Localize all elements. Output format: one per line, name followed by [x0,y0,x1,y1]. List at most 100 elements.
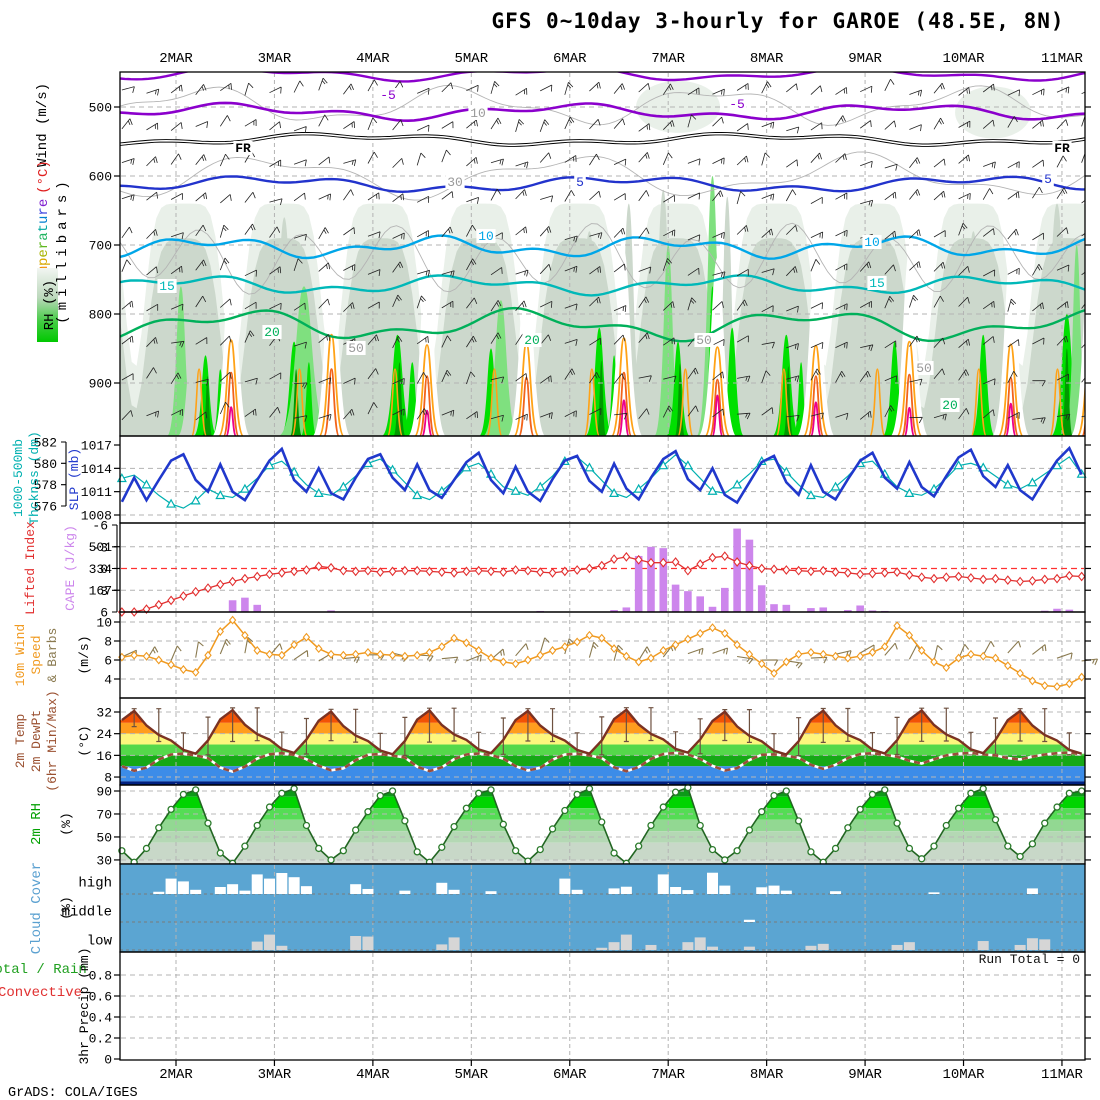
wind-barb [712,647,729,655]
rh-marker [155,824,163,832]
minmax-whisker [796,717,802,757]
wind-speed-marker [671,640,680,650]
wind-barb [466,224,477,237]
wind-barb [638,296,650,308]
wind-barb [1056,373,1069,381]
wind-barb [1032,232,1044,241]
wind-barb [170,303,184,311]
li-marker [868,568,877,579]
wind-barb [1056,86,1070,94]
wind-barb [293,159,307,167]
tick-label: 20 [524,333,540,348]
tick-label: FR [1054,141,1070,156]
cloud-bar [780,890,792,894]
thickness-marker [707,485,718,495]
wind-barb [613,334,626,345]
temp-contour-25b [486,368,503,436]
wind-barb [219,224,229,238]
wind-barb [515,189,527,200]
tick-label: 8 [104,771,112,786]
wind-barb [1056,652,1073,660]
wind-barb [121,118,133,130]
wind-speed-marker [191,667,200,677]
wind-barb [170,645,182,661]
dewpoint-line [121,751,1082,773]
tick-label: 0.8 [89,969,112,984]
cloud-bar [227,884,239,894]
wind10m-unit-label: (m/s) [77,635,92,674]
rh-marker [1065,789,1073,797]
wind-barb [1032,159,1044,168]
wind-barb [638,190,650,202]
cloud-bar [620,934,632,950]
wind-speed-marker [634,657,643,667]
t2m-fill [120,709,1085,785]
wind-speed-marker [364,647,372,657]
rh-marker [610,849,618,857]
tick-label: 5MAR [455,51,489,67]
temp-contour-15 [120,274,1085,297]
rh-column [666,341,690,436]
thickness-marker [412,490,423,500]
wind-speed-marker [401,651,409,661]
wind-barb [933,190,946,201]
wind-barb [564,265,578,273]
li-marker [979,574,988,585]
temp-contour-25 [896,340,923,436]
minmax-whisker [525,708,531,742]
wind-barb [244,119,257,127]
wind-barb [613,644,624,661]
wind-barb [589,337,602,346]
temp-band [120,744,1085,756]
tick-label: 0.4 [89,1011,113,1026]
thickness-marker [953,460,964,470]
wind-barb [958,120,971,128]
thickness-marker [436,485,447,495]
cloud-bar [1026,938,1038,950]
tick-label: -6 [92,519,108,534]
contour-label-bg [914,361,934,375]
wind-barb [638,227,650,239]
wind-barb [244,191,256,203]
li-marker [794,565,803,576]
panel-wind10m: 10 8 6 4 [96,611,1099,699]
wind-barb [761,152,770,166]
rh-marker [831,844,840,853]
thickness-axis-label-1: 1000-500mb [11,439,26,517]
wind-barb [416,372,428,384]
wind-speed-marker [278,650,286,660]
tick-label: 20 [264,325,280,340]
rh-column [193,355,218,436]
rh-marker [1016,852,1024,861]
li-marker [659,557,668,568]
rh-column [675,363,685,436]
wind-barb [958,408,970,420]
wind-barb [146,367,157,379]
wind-barb [540,300,553,308]
cloud-bar [276,873,288,894]
wind-barb [195,378,209,386]
temp-contour-25 [413,344,441,436]
wind-barb [564,368,576,380]
wind-speed-marker [573,637,581,647]
temp-contour-25b [583,368,601,436]
wind-barb [933,413,947,421]
tick-label: 1014 [81,462,112,477]
wind-barb [1007,116,1018,128]
wind-barb [982,188,994,200]
run-total-label: Run Total = 0 [979,952,1080,967]
cape-bar [757,585,766,612]
wind10m-axis-label-3: & Barbs [45,628,60,683]
wind-barb [269,226,281,238]
temp-contour-30 [222,371,240,436]
li-marker [671,557,680,567]
li-marker [351,566,360,577]
li-marker [142,604,151,614]
tick-label: 5 [576,175,584,190]
tick-label: 500 [89,101,112,116]
cloud-bar [707,946,718,950]
wind-speed-marker [856,651,864,661]
wind-barb [195,411,208,421]
wind-speed-marker [302,632,311,642]
temp-contour-25 [704,346,731,436]
